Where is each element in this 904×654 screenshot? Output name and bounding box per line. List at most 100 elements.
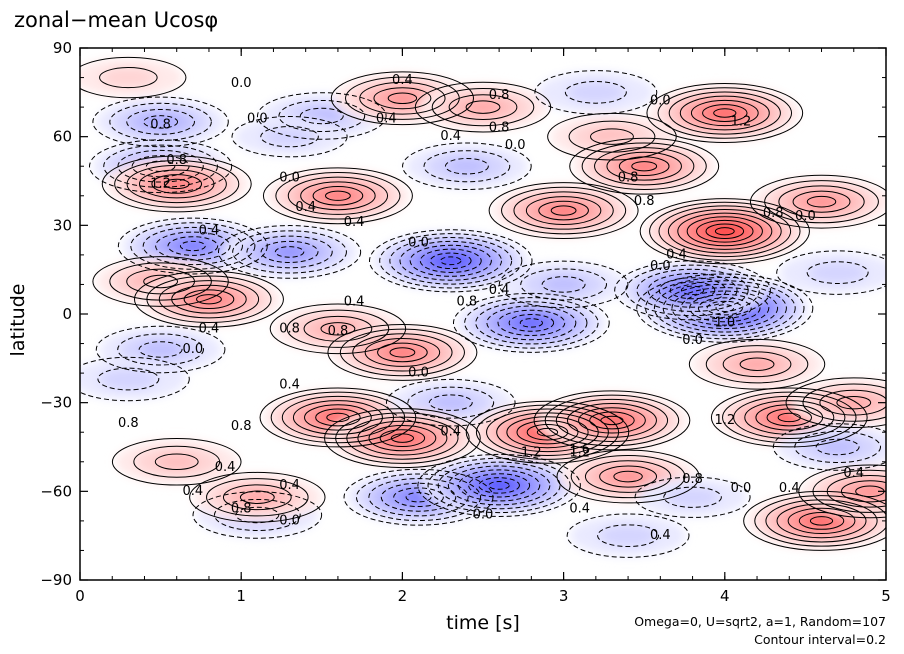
contour-label: 0.4: [779, 481, 800, 496]
contour-line: [556, 449, 700, 504]
contour-line: [534, 70, 658, 115]
anomaly-fill: [740, 358, 774, 371]
anomaly-fill: [715, 227, 734, 235]
contour-line: [217, 225, 362, 279]
x-axis-label: time [s]: [446, 612, 520, 634]
contour-label: 0.8: [489, 120, 510, 135]
contour-line: [488, 481, 510, 490]
contour-label: 0.0: [505, 138, 526, 153]
contour-label: 0.4: [666, 247, 687, 262]
anomaly-fill: [817, 439, 859, 455]
contour-line: [590, 128, 634, 145]
contour-line: [809, 516, 834, 526]
contour-line: [498, 260, 629, 309]
anomaly-fill: [714, 109, 736, 118]
contour-line: [399, 240, 503, 281]
contour-label: 0.0: [279, 513, 300, 528]
contour-line: [744, 400, 835, 435]
contour-line: [594, 147, 695, 186]
contour-line: [722, 391, 857, 444]
contour-line: [513, 191, 614, 230]
contour-line: [304, 404, 372, 431]
contour-line: [330, 71, 474, 126]
contour-line: [447, 465, 551, 506]
contour-line: [772, 423, 886, 471]
contour-line: [402, 142, 532, 190]
contour-line: [525, 196, 602, 226]
contour-line: [705, 345, 809, 384]
contour-label: 0.4: [199, 321, 220, 336]
contour-line: [109, 102, 212, 142]
contour-line: [379, 233, 523, 289]
contour-line: [686, 216, 763, 247]
contour-line: [688, 338, 826, 390]
contour-line: [92, 256, 229, 307]
contour-line: [389, 347, 416, 358]
contour-label: 0.8: [682, 472, 703, 487]
y-tick-label: −60: [40, 482, 72, 500]
contour-line: [183, 289, 235, 310]
contour-line: [569, 137, 720, 195]
anomaly-fill: [599, 525, 658, 547]
contour-line: [390, 433, 415, 443]
contour-line: [417, 453, 581, 517]
contour-label: 0.4: [199, 224, 220, 239]
contour-label: 0.4: [376, 111, 397, 126]
contour-line: [444, 157, 489, 175]
contour-line: [677, 212, 773, 250]
contour-label: 0.4: [215, 460, 236, 475]
contour-line: [213, 498, 301, 531]
x-tick-label: 4: [720, 587, 730, 605]
contour-line: [457, 469, 541, 502]
contour-label: 0.8: [328, 324, 349, 339]
contour-line: [705, 223, 745, 239]
contour-line: [142, 226, 243, 266]
contour-label: 0.0: [408, 366, 429, 381]
contour-line: [95, 325, 226, 374]
contour-line: [303, 315, 373, 342]
contour-line: [179, 240, 206, 252]
x-tick-label: 3: [559, 587, 569, 605]
contour-line: [776, 503, 867, 539]
contour-line: [785, 377, 886, 428]
contour-line: [246, 235, 333, 269]
contour-line: [117, 217, 268, 275]
contour-line: [538, 200, 589, 221]
contour-line: [145, 160, 176, 172]
contour-line: [262, 167, 413, 225]
contour-line: [541, 276, 586, 293]
anomaly-fill: [326, 191, 350, 201]
contour-line: [405, 492, 432, 503]
contour-label: 0.8: [763, 206, 784, 221]
contour-line: [133, 270, 284, 328]
anomaly-fill: [99, 368, 158, 390]
anomaly-fill: [681, 286, 704, 295]
contour-line: [151, 174, 203, 194]
contour-line: [475, 404, 620, 460]
anomaly-fill: [614, 471, 642, 482]
contour-label: 0.4: [344, 215, 365, 230]
y-tick-label: 60: [53, 128, 72, 146]
contour-line: [364, 337, 441, 367]
contour-line: [429, 252, 472, 270]
contour-line: [324, 408, 481, 469]
anomaly-fill: [632, 161, 657, 171]
contour-line: [584, 460, 672, 493]
contour-label: 0.4: [843, 466, 864, 481]
contour-line: [380, 482, 457, 512]
contour-line: [697, 297, 752, 319]
contour-line: [520, 268, 607, 301]
contour-line: [657, 87, 793, 139]
contour-line: [658, 205, 792, 258]
contour-line: [690, 99, 759, 127]
contour-line: [192, 491, 323, 539]
contour-line: [798, 511, 845, 530]
contour-line: [222, 484, 292, 511]
contour-line: [278, 99, 366, 132]
contour-line: [550, 205, 577, 216]
contour-line: [437, 461, 561, 510]
contour-label: 0.4: [392, 73, 413, 88]
contour-line: [114, 160, 240, 208]
contour-line: [167, 236, 219, 256]
contour-line: [566, 403, 657, 438]
